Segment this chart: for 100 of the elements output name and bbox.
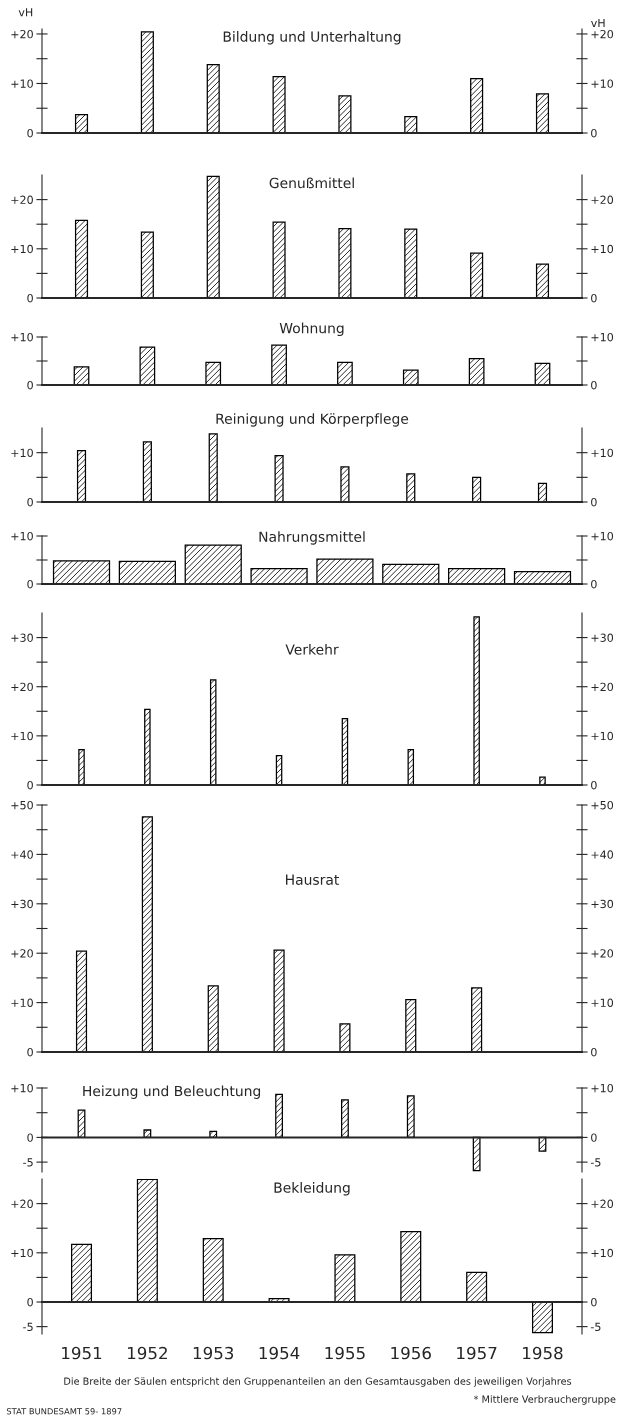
bar (205, 361, 222, 385)
y2-tick-label: +10 (591, 731, 614, 741)
chart-title: Genußmittel (269, 177, 354, 189)
bar (338, 95, 352, 133)
bar (334, 1254, 356, 1303)
bar (535, 93, 550, 133)
bar (448, 568, 506, 584)
bar (405, 999, 417, 1052)
bar (468, 357, 485, 385)
y-tick-label: 0 (27, 579, 33, 589)
bar (382, 563, 440, 584)
y2-tick-label: 0 (591, 579, 597, 589)
bar (337, 361, 353, 385)
bar (209, 679, 217, 785)
y2-tick-label: +20 (591, 195, 614, 204)
y2-tick-label: +10 (591, 244, 614, 254)
bar (142, 441, 152, 502)
y-tick-label: 0 (27, 497, 33, 507)
chart-title: Heizung und Beleuchtung (83, 1085, 261, 1099)
bar (404, 228, 418, 298)
chart-title: Bildung und Unterhaltung (223, 31, 401, 45)
bar (250, 568, 308, 584)
y2-tick-label: +10 (591, 332, 614, 342)
bar (71, 1243, 93, 1303)
y2-tick-label: 0 (591, 497, 597, 507)
x-tick-label: 1957 (457, 1346, 497, 1360)
y-tick-label: 0 (27, 380, 33, 390)
bar (206, 64, 220, 133)
bar (273, 949, 285, 1052)
bar (208, 433, 218, 502)
y-tick-label: +10 (11, 531, 33, 541)
y-tick-label: +40 (11, 850, 33, 859)
bar (531, 1301, 553, 1334)
bar (466, 1271, 488, 1303)
y2-tick-label: +30 (591, 899, 614, 909)
y-tick-label: -5 (23, 1158, 33, 1167)
bar (275, 1093, 283, 1139)
bar (404, 116, 418, 133)
y-tick-label: +10 (11, 448, 33, 458)
y2-tick-label: +10 (591, 998, 614, 1007)
y2-tick-label: 0 (591, 1297, 597, 1307)
bar (52, 560, 111, 584)
bar (338, 228, 352, 298)
bar (535, 263, 550, 298)
bar (473, 616, 480, 785)
text: Hausrat (286, 874, 339, 885)
y2-tick-label: +20 (591, 682, 614, 692)
x-tick-label: 1958 (523, 1346, 563, 1360)
y2-tick-label: +10 (591, 1083, 614, 1093)
y-tick-label: +10 (11, 731, 33, 741)
y-axis-title: vH (18, 8, 33, 17)
y-tick-label: +10 (11, 332, 33, 342)
y2-tick-label: 0 (591, 293, 597, 303)
bar (339, 1023, 351, 1052)
y2-tick-label: +20 (591, 1199, 614, 1208)
y2-tick-label: 0 (591, 1047, 597, 1057)
y-tick-label: 0 (27, 1297, 33, 1307)
bar (534, 362, 551, 385)
y-tick-label: +20 (11, 195, 33, 204)
text: * Mittlere Verbrauchergruppe (473, 1395, 616, 1405)
bar (316, 558, 374, 584)
y-tick-label: +30 (11, 633, 33, 642)
text: Die Breite der Säulen entspricht den Gruppenanteilen an den Gesamtausgaben des jeweiligen Vorjahres (64, 1377, 572, 1387)
bar (141, 816, 153, 1052)
y2-tick-label: -5 (590, 1322, 601, 1331)
x-tick-label: 1956 (391, 1346, 431, 1360)
text: Verkehr (285, 643, 339, 655)
chart-title: Nahrungsmittel (259, 531, 365, 545)
y2-axis-title: vH (591, 18, 605, 28)
bar (184, 544, 242, 584)
bar (136, 1179, 158, 1303)
bar (341, 718, 349, 785)
bar (472, 476, 482, 502)
y2-tick-label: +20 (591, 949, 614, 958)
bar (76, 450, 87, 502)
bar (539, 776, 546, 785)
bar (202, 1237, 224, 1303)
bar (207, 985, 219, 1052)
bar (400, 1231, 422, 1303)
x-tick-label: 1953 (193, 1346, 234, 1360)
y-tick-label: 0 (27, 1047, 33, 1057)
chart-title: Reinigung und Körperpflege (216, 413, 409, 427)
bar (340, 466, 350, 502)
y-tick-label: +10 (11, 244, 33, 254)
bar (144, 708, 151, 785)
bar (118, 560, 176, 584)
chart-title: Bekleidung (274, 1182, 350, 1196)
y-tick-label: +10 (11, 1248, 33, 1258)
y2-tick-label: +50 (591, 800, 614, 810)
y2-tick-label: +10 (591, 79, 614, 88)
x-tick-label: 1951 (62, 1346, 102, 1360)
y-tick-label: +20 (11, 1199, 33, 1208)
bar (470, 77, 484, 133)
bar (206, 175, 220, 298)
y2-tick-label: +20 (591, 29, 614, 39)
y-tick-label: +10 (11, 79, 33, 88)
bar (274, 455, 284, 502)
bar (139, 346, 156, 385)
x-tick-label: 1955 (325, 1346, 365, 1360)
bar (470, 252, 484, 298)
